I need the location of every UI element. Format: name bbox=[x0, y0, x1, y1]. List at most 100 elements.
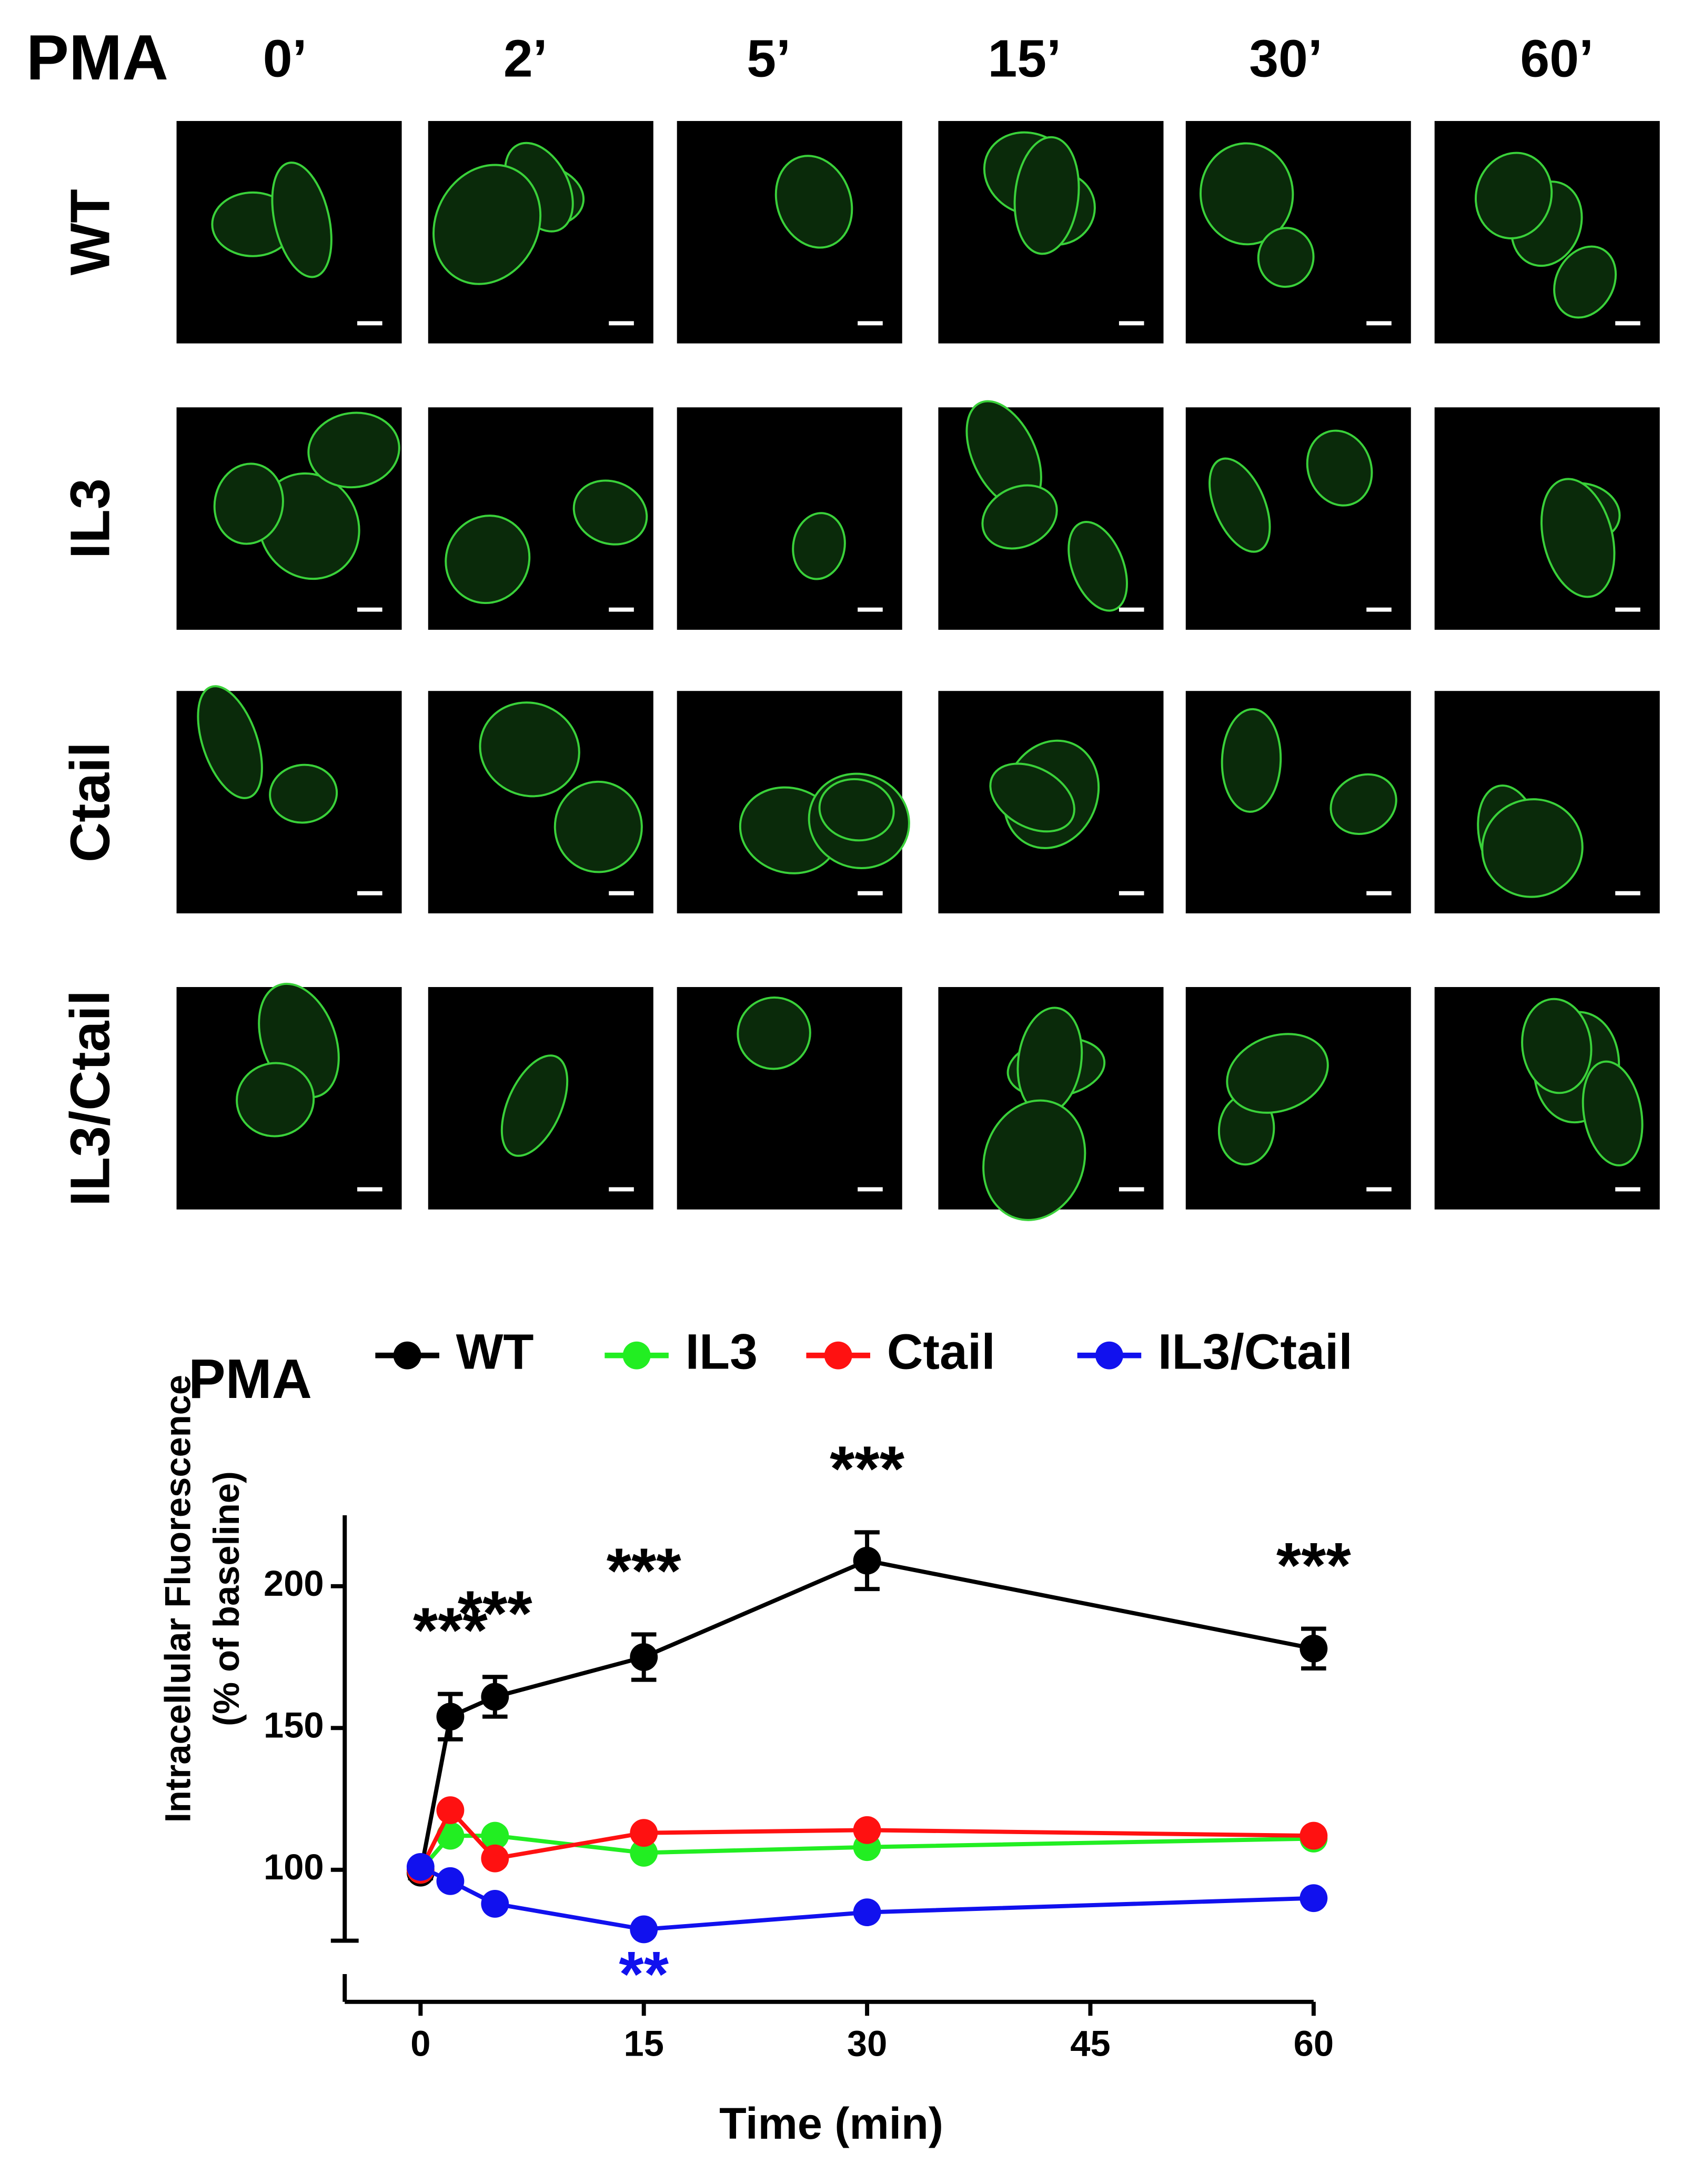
cell bbox=[818, 778, 895, 842]
data-point bbox=[436, 1703, 465, 1731]
cell bbox=[1582, 1060, 1644, 1166]
significance-label: ** bbox=[619, 1938, 669, 2010]
cell bbox=[572, 479, 648, 546]
legend-marker bbox=[1095, 1341, 1123, 1370]
micrograph-bg bbox=[677, 407, 902, 630]
cell bbox=[445, 515, 531, 605]
micrograph bbox=[176, 982, 402, 1210]
x-tick-label: 45 bbox=[1070, 2023, 1110, 2064]
scale-bar bbox=[357, 1187, 382, 1192]
micrograph bbox=[1434, 407, 1660, 630]
significance-label: *** bbox=[413, 1595, 488, 1666]
significance-label: *** bbox=[458, 1577, 533, 1649]
scale-bar bbox=[1615, 607, 1640, 612]
cell bbox=[1553, 245, 1617, 319]
cell bbox=[1257, 227, 1315, 288]
legend-marker bbox=[824, 1341, 852, 1370]
data-point bbox=[481, 1683, 509, 1711]
scale-bar bbox=[1366, 607, 1392, 612]
row-label: IL3/Ctail bbox=[59, 990, 122, 1206]
cell bbox=[1306, 429, 1373, 507]
micrograph bbox=[428, 120, 653, 344]
y-axis-label: (% of baseline) bbox=[206, 1471, 247, 1726]
micrograph bbox=[176, 407, 402, 630]
significance-label: *** bbox=[607, 1535, 682, 1607]
micrograph bbox=[1185, 120, 1411, 344]
cell bbox=[989, 762, 1075, 833]
cell bbox=[1013, 136, 1080, 255]
cell bbox=[737, 996, 811, 1070]
micrograph bbox=[176, 120, 402, 344]
micrograph bbox=[1185, 691, 1411, 913]
y-axis-label: Intracellular Fluorescence bbox=[158, 1375, 198, 1823]
cell bbox=[982, 1099, 1086, 1221]
legend-label: Ctail bbox=[887, 1324, 995, 1380]
micrograph bbox=[938, 691, 1164, 913]
micrograph bbox=[677, 120, 902, 344]
cell bbox=[236, 1062, 315, 1138]
scale-bar bbox=[858, 1187, 883, 1192]
scale-bar bbox=[609, 607, 634, 612]
scale-bar bbox=[1119, 891, 1144, 895]
x-axis-label: Time (min) bbox=[719, 2098, 943, 2148]
data-point bbox=[1300, 1884, 1328, 1913]
data-point bbox=[436, 1867, 465, 1895]
data-point bbox=[853, 1546, 881, 1575]
cell bbox=[774, 155, 853, 249]
scale-bar bbox=[1615, 891, 1640, 895]
data-point bbox=[853, 1816, 881, 1844]
significance-label: *** bbox=[1276, 1529, 1352, 1601]
micrograph bbox=[1434, 987, 1660, 1210]
cell bbox=[792, 512, 846, 580]
cell bbox=[1200, 142, 1294, 246]
cell bbox=[1481, 798, 1584, 898]
micrograph bbox=[938, 120, 1164, 344]
scale-bar bbox=[609, 891, 634, 895]
column-label: 2’ bbox=[503, 29, 548, 88]
column-label: 60’ bbox=[1520, 29, 1594, 88]
cell bbox=[213, 462, 284, 545]
x-tick-label: 60 bbox=[1294, 2023, 1334, 2064]
scale-bar bbox=[1119, 607, 1144, 612]
scale-bar bbox=[858, 607, 883, 612]
micrograph bbox=[1185, 407, 1411, 630]
legend-marker bbox=[622, 1341, 651, 1370]
micrograph bbox=[428, 407, 653, 630]
cell bbox=[553, 780, 643, 873]
significance-label: *** bbox=[830, 1433, 905, 1505]
column-label: 0’ bbox=[263, 29, 307, 88]
micrograph bbox=[428, 987, 653, 1210]
legend-label: IL3/Ctail bbox=[1158, 1324, 1353, 1380]
micrograph bbox=[1185, 987, 1411, 1210]
scale-bar bbox=[609, 1187, 634, 1192]
scale-bar bbox=[1615, 321, 1640, 326]
data-point bbox=[481, 1844, 509, 1873]
cell bbox=[432, 164, 542, 285]
data-point bbox=[436, 1796, 465, 1825]
row-label: WT bbox=[59, 189, 122, 275]
micrograph bbox=[938, 400, 1164, 630]
data-point bbox=[436, 1821, 465, 1850]
scale-bar bbox=[357, 891, 382, 895]
legend-label: WT bbox=[456, 1324, 534, 1380]
cell bbox=[307, 411, 400, 489]
cell bbox=[1208, 457, 1271, 553]
micrograph bbox=[1434, 691, 1660, 913]
cell bbox=[1226, 1033, 1329, 1114]
data-point bbox=[481, 1821, 509, 1850]
data-point bbox=[630, 1915, 658, 1944]
y-tick-label: 200 bbox=[264, 1563, 324, 1604]
data-point bbox=[630, 1819, 658, 1847]
data-point bbox=[1300, 1634, 1328, 1663]
scale-bar bbox=[858, 891, 883, 895]
cell bbox=[1521, 998, 1593, 1094]
scale-bar bbox=[1366, 891, 1392, 895]
legend-marker bbox=[393, 1341, 421, 1370]
cell bbox=[269, 763, 338, 824]
data-point bbox=[630, 1839, 658, 1867]
micrograph bbox=[677, 407, 902, 630]
cell bbox=[1330, 773, 1397, 836]
cell bbox=[479, 701, 580, 798]
